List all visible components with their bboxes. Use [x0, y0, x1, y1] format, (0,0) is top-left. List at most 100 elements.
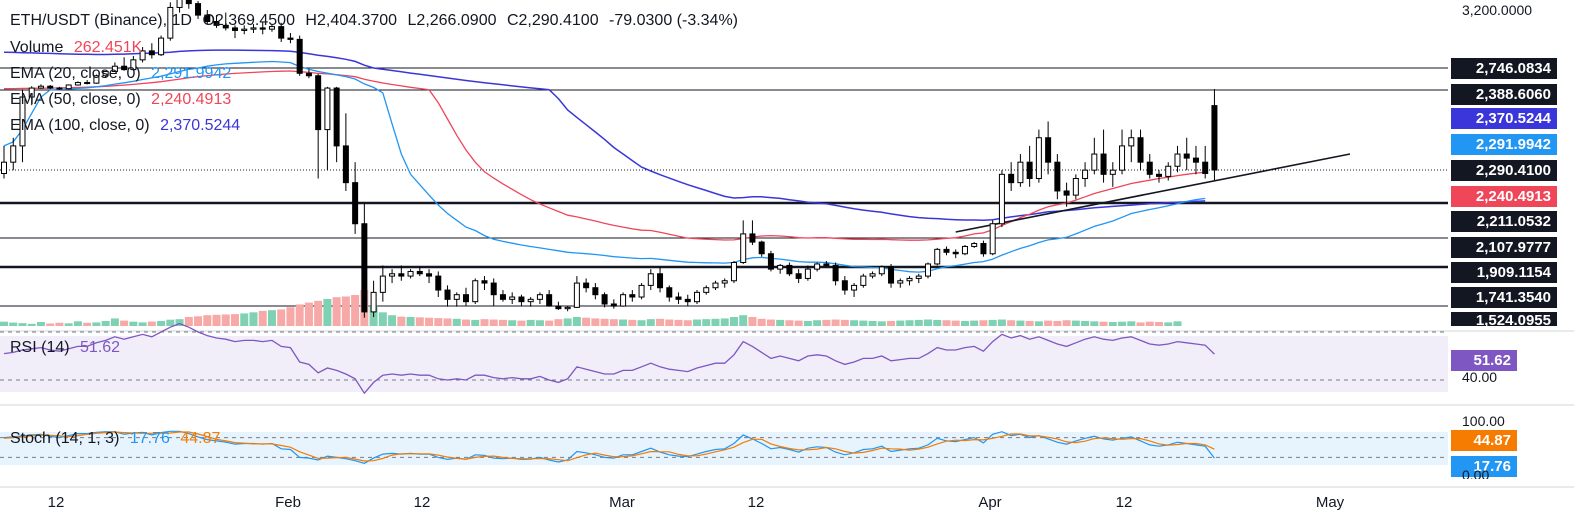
- volume-legend[interactable]: Volume 262.451K: [10, 39, 148, 57]
- candle-body: [536, 294, 543, 300]
- candle-body: [167, 6, 174, 39]
- candle-body: [1202, 161, 1209, 174]
- candle-body: [148, 50, 155, 56]
- stoch-k-line: [3, 430, 1215, 464]
- volume-bar: [258, 310, 267, 326]
- candle-body: [647, 273, 654, 286]
- volume-bar: [73, 321, 82, 326]
- volume-bar: [970, 320, 979, 326]
- stoch-legend[interactable]: Stoch (14, 1, 3) 17.76 44.87: [10, 430, 226, 448]
- candle-body: [1026, 161, 1033, 179]
- candle-body: [841, 280, 848, 291]
- volume-bar: [766, 319, 775, 326]
- candle-body: [416, 270, 423, 275]
- volume-bar: [452, 318, 461, 326]
- symbol-label[interactable]: ETH/USDT (Binance), 1D: [10, 12, 192, 29]
- candle-body: [980, 243, 987, 255]
- candle-body: [287, 37, 294, 40]
- candle-body: [527, 298, 534, 303]
- volume-bar: [462, 319, 470, 326]
- candle-body: [315, 75, 322, 131]
- volume-bar: [1034, 321, 1043, 326]
- ema20-label: EMA (20, close, 0): [10, 65, 141, 82]
- volume-bar: [175, 319, 184, 326]
- candle-body: [795, 273, 802, 279]
- rsi-legend[interactable]: RSI (14) 51.62: [10, 339, 126, 357]
- candle-body: [47, 85, 54, 89]
- volume-bar: [702, 319, 711, 326]
- candle-body: [1128, 137, 1135, 147]
- candle-body: [130, 59, 137, 71]
- candle-body: [823, 263, 830, 266]
- candle-body: [1072, 177, 1079, 196]
- volume-bar: [415, 317, 424, 326]
- volume-bar: [868, 320, 877, 326]
- stoch-scale-low: 0.00: [1462, 470, 1490, 479]
- volume-bar: [637, 320, 646, 326]
- price-tag-5: 1,909.1154: [1451, 262, 1557, 283]
- candle-body: [139, 50, 146, 61]
- volume-bar: [286, 307, 295, 326]
- volume-bar: [554, 319, 563, 326]
- volume-bar: [1081, 320, 1090, 326]
- price-tag-last: 2,290.4100: [1451, 160, 1557, 181]
- open-value: O2,369.4500: [202, 12, 295, 29]
- candle-body: [851, 284, 858, 291]
- ema100-value: 2,370.5244: [160, 117, 241, 134]
- candle-body: [878, 266, 885, 275]
- candle-body: [592, 287, 599, 296]
- volume-bar: [129, 321, 138, 326]
- volume-bar: [314, 300, 323, 326]
- price-tag-6: 1,741.3540: [1451, 287, 1557, 308]
- candle-body: [241, 28, 248, 31]
- candle-body: [19, 96, 26, 147]
- candle-body: [305, 72, 312, 77]
- volume-bar: [184, 317, 193, 326]
- candle-body: [499, 294, 506, 300]
- price-tag-7: 1,524.0955: [1451, 312, 1557, 326]
- volume-bar: [951, 320, 960, 326]
- volume-bar: [194, 316, 203, 326]
- candle-body: [1183, 153, 1190, 159]
- ema20-legend[interactable]: EMA (20, close, 0) 2,291.9942: [10, 65, 237, 83]
- volume-bar: [877, 321, 886, 326]
- candle-body: [453, 294, 460, 300]
- volume-bar: [979, 320, 988, 326]
- price-tag-ema50: 2,240.4913: [1451, 186, 1557, 207]
- price-tag-ema100: 2,370.5244: [1451, 108, 1557, 129]
- volume-bar: [92, 322, 101, 326]
- ema50-legend[interactable]: EMA (50, close, 0) 2,240.4913: [10, 91, 237, 109]
- candle-body: [1035, 137, 1042, 179]
- volume-bar: [166, 319, 175, 326]
- candle-body: [398, 273, 405, 277]
- price-tag-4: 2,107.9777: [1451, 237, 1557, 258]
- volume-bar: [1145, 321, 1154, 326]
- x-tick-apr: Apr: [978, 494, 1002, 511]
- candle-body: [961, 245, 968, 255]
- volume-bar: [609, 319, 618, 326]
- candle-body: [1063, 190, 1070, 196]
- volume-bar: [46, 323, 55, 326]
- volume-bar: [619, 319, 628, 326]
- candle-body: [296, 38, 303, 74]
- candle-body: [472, 280, 479, 303]
- candle-body: [721, 280, 728, 284]
- candle-body: [361, 223, 368, 313]
- candle-body: [342, 145, 349, 184]
- volume-bar: [914, 319, 923, 326]
- ema100-legend[interactable]: EMA (100, close, 0) 2,370.5244: [10, 117, 246, 135]
- candle-body: [213, 20, 220, 26]
- volume-bar: [55, 322, 64, 326]
- candle-body: [1008, 173, 1015, 184]
- candle-body: [675, 296, 682, 300]
- rsi-tag: 51.62: [1451, 350, 1517, 371]
- candle-body: [915, 275, 922, 279]
- stoch-label: Stoch (14, 1, 3): [10, 430, 120, 447]
- candle-body: [1100, 153, 1107, 175]
- volume-bar: [1164, 322, 1173, 326]
- volume-bar: [693, 319, 701, 326]
- volume-bar: [249, 312, 258, 326]
- volume-bar: [323, 299, 332, 326]
- volume-bar: [545, 320, 554, 326]
